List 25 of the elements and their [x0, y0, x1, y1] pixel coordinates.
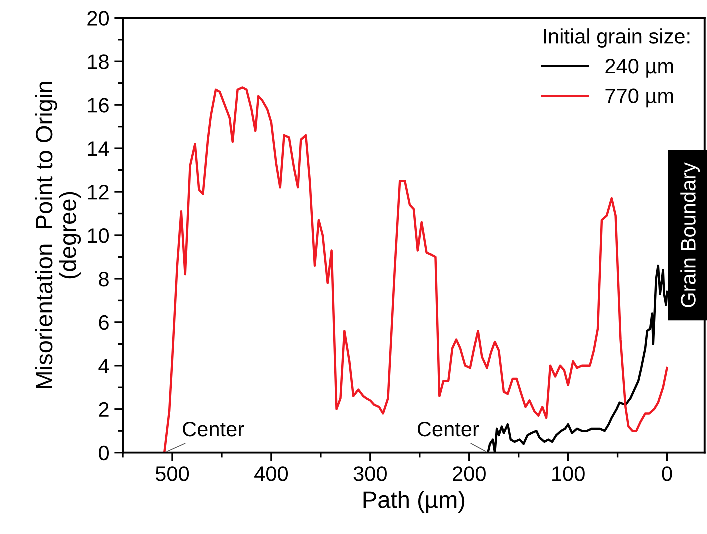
y-tick-label: 4: [98, 359, 110, 374]
x-tick-label: 200: [453, 466, 486, 482]
y-axis-title: Misorientation Point to Origin (degree): [35, 82, 82, 388]
y-tick-label: 8: [99, 272, 109, 287]
legend-label: 240 µm: [606, 58, 674, 78]
x-tick-label: 300: [354, 466, 387, 482]
y-tick-label: 14: [88, 142, 110, 156]
legend-title: Initial grain size:: [544, 28, 690, 48]
annotation: Grain Boundary: [680, 162, 700, 308]
y-tick-label: 0: [99, 446, 110, 461]
annotation: Center: [418, 422, 480, 437]
y-tick-label: 10: [88, 228, 110, 244]
y-tick-label: 6: [99, 315, 109, 330]
x-tick-label: 400: [254, 466, 288, 482]
legend-label: 770 µm: [606, 88, 674, 108]
annotation: Center: [183, 422, 244, 437]
y-tick-label: 16: [88, 98, 109, 113]
y-tick-label: 20: [88, 11, 110, 26]
x-tick-label: 0: [662, 466, 672, 482]
x-tick-label: 500: [156, 466, 190, 482]
y-tick-label: 12: [88, 185, 109, 200]
x-axis-title: Path (µm): [364, 491, 465, 514]
y-tick-label: 18: [88, 54, 109, 70]
x-tick-label: 100: [552, 466, 585, 482]
y-tick-label: 2: [99, 402, 109, 417]
